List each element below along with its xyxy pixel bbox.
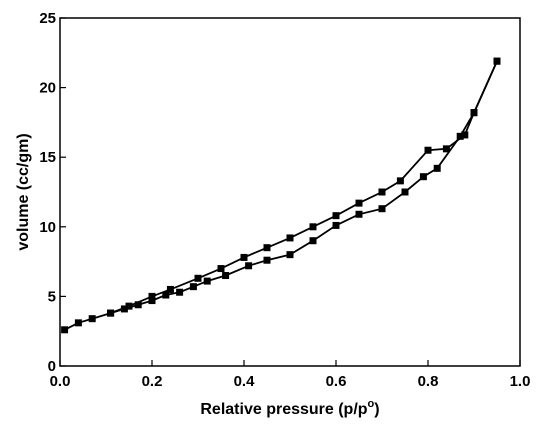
series-line-desorption-branch (110, 60, 498, 314)
x-tick-label: 0.4 (234, 373, 256, 390)
data-point-adsorption-branch (419, 173, 427, 181)
data-point-desorption-branch (286, 234, 294, 242)
data-point-desorption-branch (125, 302, 133, 310)
data-point-desorption-branch (355, 199, 363, 207)
series-desorption-branch (107, 57, 501, 317)
data-point-desorption-branch (493, 57, 501, 65)
data-point-adsorption-branch (61, 326, 69, 334)
data-point-desorption-branch (378, 188, 386, 196)
data-point-adsorption-branch (176, 288, 184, 296)
x-tick-label: 0.8 (418, 373, 439, 390)
x-tick-label: 0.0 (50, 373, 71, 390)
data-point-adsorption-branch (148, 297, 156, 305)
x-axis-title-main: Relative pressure (p/p (200, 401, 367, 418)
x-axis-title-superscript: o (368, 398, 375, 410)
y-tick-label: 5 (48, 288, 56, 305)
data-point-desorption-branch (217, 265, 225, 273)
data-point-adsorption-branch (332, 221, 340, 229)
y-axis-ticks: 0 5 10 15 20 25 (39, 10, 66, 375)
data-point-adsorption-branch (309, 237, 317, 245)
data-point-adsorption-branch (74, 319, 82, 327)
data-point-adsorption-branch (433, 164, 441, 172)
series-adsorption-branch (61, 57, 501, 334)
x-tick-label: 0.6 (326, 373, 347, 390)
data-point-adsorption-branch (162, 291, 170, 299)
data-point-adsorption-branch (134, 301, 142, 309)
data-point-desorption-branch (470, 109, 478, 117)
x-axis-title: Relative pressure (p/po) (200, 398, 379, 418)
data-point-desorption-branch (396, 177, 404, 185)
data-point-desorption-branch (263, 244, 271, 252)
data-point-desorption-branch (107, 309, 115, 317)
data-point-desorption-branch (194, 274, 202, 282)
data-point-adsorption-branch (245, 262, 253, 270)
data-point-adsorption-branch (401, 188, 409, 196)
data-point-adsorption-branch (88, 315, 96, 323)
data-point-adsorption-branch (120, 305, 128, 313)
data-point-adsorption-branch (355, 210, 363, 218)
x-tick-label: 1.0 (510, 373, 531, 390)
data-point-desorption-branch (240, 253, 248, 261)
data-point-desorption-branch (424, 146, 432, 154)
data-point-desorption-branch (442, 145, 450, 153)
y-tick-label: 20 (39, 80, 56, 97)
data-point-adsorption-branch (189, 283, 197, 291)
series-layer (61, 57, 501, 334)
x-axis-ticks: 0.0 0.2 0.4 0.6 0.8 1.0 (50, 360, 531, 390)
data-point-desorption-branch (309, 223, 317, 231)
data-point-adsorption-branch (286, 251, 294, 259)
data-point-desorption-branch (332, 212, 340, 220)
data-point-desorption-branch (461, 131, 469, 139)
data-point-desorption-branch (148, 292, 156, 300)
data-point-adsorption-branch (263, 256, 271, 264)
plot-frame (59, 17, 521, 367)
data-point-desorption-branch (166, 285, 174, 293)
x-axis-title-close: ) (374, 401, 379, 418)
data-point-adsorption-branch (203, 277, 211, 285)
y-tick-label: 25 (39, 10, 56, 27)
data-point-adsorption-branch (222, 272, 230, 280)
data-point-adsorption-branch (378, 205, 386, 213)
y-tick-label: 0 (48, 358, 56, 375)
series-line-adsorption-branch (64, 60, 498, 331)
y-tick-label: 15 (39, 149, 56, 166)
x-tick-label: 0.2 (142, 373, 163, 390)
y-axis-title: volume (cc/gm) (15, 133, 32, 250)
y-tick-label: 10 (39, 219, 56, 236)
data-point-adsorption-branch (456, 132, 464, 140)
